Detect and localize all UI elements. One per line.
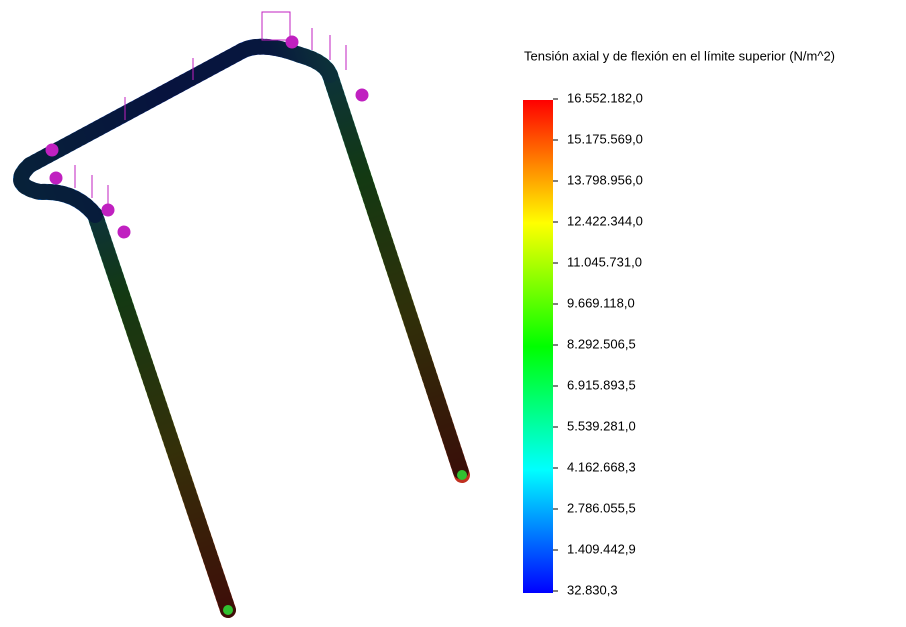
pipe-model [21,47,462,610]
screen: Tensión axial y de flexión en el límite … [0,0,906,627]
legend-label: 12.422.344,0 [567,213,643,228]
legend-label: 15.175.569,0 [567,131,643,146]
legend-label: 9.669.118,0 [567,295,635,310]
legend-label: 6.915.893,5 [567,377,636,392]
legend-label: 5.539.281,0 [567,418,636,433]
legend-label: 32.830,3 [567,582,618,597]
legend-label: 1.409.442,9 [567,541,636,556]
legend-label: 8.292.506,5 [567,336,636,351]
fixtures [223,470,467,615]
legend-label: 2.786.055,5 [567,500,636,515]
legend-label: 11.045.731,0 [567,254,642,269]
color-bar [523,100,553,593]
legend-title: Tensión axial y de flexión en el límite … [524,48,835,63]
legend-label: 4.162.668,3 [567,459,636,474]
legend-labels: 16.552.182,0 15.175.569,0 13.798.956,0 12.4… [553,90,643,597]
result-view: Tensión axial y de flexión en el límite … [0,0,906,627]
legend-label: 13.798.956,0 [567,172,643,187]
legend-label: 16.552.182,0 [567,90,643,105]
